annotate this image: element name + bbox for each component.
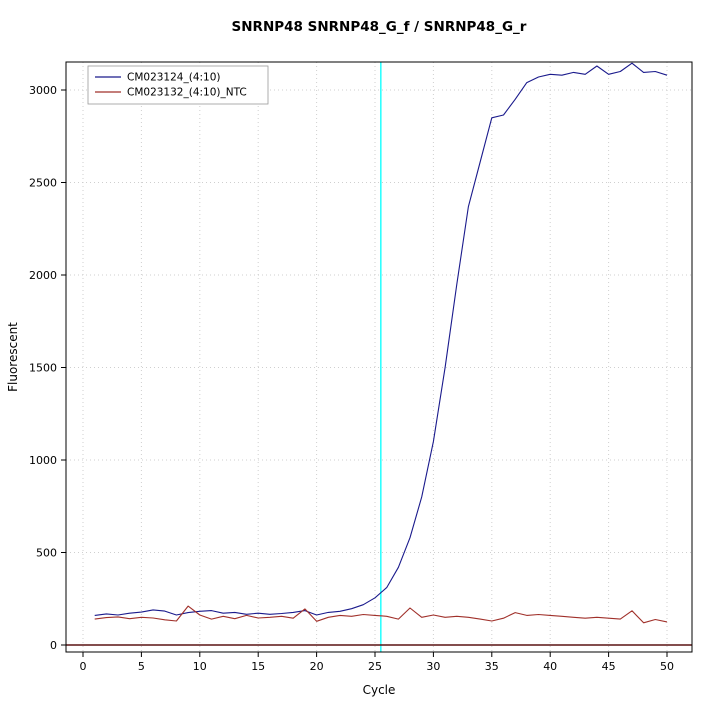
legend-label-0: CM023124_(4:10) [127, 72, 221, 84]
x-axis-title: Cycle [363, 683, 396, 697]
series-line-0 [94, 62, 668, 616]
y-tick-label: 1000 [29, 454, 57, 467]
x-tick-label: 45 [602, 660, 616, 673]
chart-title: SNRNP48 SNRNP48_G_f / SNRNP48_G_r [232, 19, 527, 35]
x-tick-label: 30 [426, 660, 440, 673]
x-tick-label: 40 [543, 660, 557, 673]
y-tick-label: 2000 [29, 269, 57, 282]
x-tick-label: 50 [660, 660, 674, 673]
y-tick-label: 0 [50, 639, 57, 652]
x-tick-label: 5 [138, 660, 145, 673]
x-tick-label: 25 [368, 660, 382, 673]
y-axis-title: Fluorescent [6, 322, 20, 392]
legend-label-1: CM023132_(4:10)_NTC [127, 87, 247, 99]
x-tick-label: 10 [193, 660, 207, 673]
plot-border [65, 61, 693, 653]
y-tick-label: 1500 [29, 362, 57, 375]
series-line-1 [94, 605, 668, 624]
x-tick-label: 20 [310, 660, 324, 673]
x-tick-label: 35 [485, 660, 499, 673]
y-tick-label: 2500 [29, 177, 57, 190]
y-tick-label: 3000 [29, 84, 57, 97]
x-tick-label: 0 [80, 660, 87, 673]
legend-box [87, 65, 269, 105]
x-tick-label: 15 [251, 660, 265, 673]
y-tick-label: 500 [36, 547, 57, 560]
